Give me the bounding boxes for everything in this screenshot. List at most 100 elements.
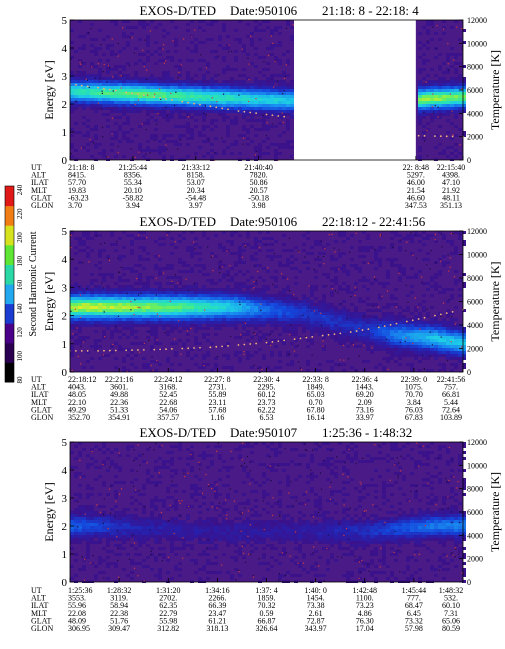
spectrogram-cell: [74, 457, 78, 460]
spectrogram-cell: [290, 38, 294, 41]
spectrogram-cell: [178, 514, 182, 517]
noise-speck: [461, 27, 463, 30]
spectrogram-cell: [314, 285, 318, 288]
spectrogram-cell: [418, 354, 422, 357]
spectrogram-cell: [410, 240, 414, 243]
spectrogram-cell: [366, 324, 370, 327]
spectrogram-cell: [250, 32, 254, 35]
spectrogram-cell: [422, 104, 426, 107]
spectrogram-cell: [126, 309, 130, 312]
spectrogram-cell: [218, 294, 222, 297]
spectrogram-cell: [278, 321, 282, 324]
spectrogram-cell: [286, 86, 290, 89]
spectrogram-cell: [294, 339, 298, 342]
spectrogram-cell: [154, 306, 158, 309]
spectrogram-cell: [226, 306, 230, 309]
spectrogram-cell: [166, 276, 170, 279]
spectrogram-cell: [246, 23, 250, 26]
spectrogram-cell: [246, 288, 250, 291]
spectrogram-cell: [218, 264, 222, 267]
spectrogram-cell: [214, 137, 218, 140]
spectrogram-cell: [230, 83, 234, 86]
spectrogram-cell: [354, 267, 358, 270]
spectrogram-cell: [86, 360, 90, 363]
spectrogram-cell: [278, 110, 282, 113]
noise-speck: [100, 243, 102, 245]
spectrogram-cell: [258, 264, 262, 267]
colorbar-segment: [5, 284, 14, 305]
spectrogram-cell: [446, 339, 450, 342]
spectrogram-cell: [454, 231, 458, 234]
spectrogram-cell: [250, 38, 254, 41]
spectrogram-cell: [182, 285, 186, 288]
spectrogram-cell: [238, 285, 242, 288]
spectrogram-cell: [194, 309, 198, 312]
spectrogram-cell: [110, 77, 114, 80]
spectrogram-cell: [202, 535, 206, 538]
spectrogram-cell: [442, 77, 446, 80]
spectrogram-cell: [138, 553, 142, 556]
spectrogram-cell: [358, 321, 362, 324]
spectrogram-cell: [114, 511, 118, 514]
spectrogram-cell: [186, 80, 190, 83]
spectrogram-cell: [170, 309, 174, 312]
spectrogram-cell: [258, 366, 262, 369]
spectrogram-cell: [162, 77, 166, 80]
spectrogram-cell: [458, 234, 462, 237]
spectrogram-cell: [102, 294, 106, 297]
spectrogram-cell: [286, 98, 290, 101]
spectrogram-cell: [214, 80, 218, 83]
spectrogram-cell: [194, 526, 198, 529]
spectrogram-cell: [438, 98, 442, 101]
noise-speck: [254, 154, 257, 156]
spectrogram-cell: [174, 505, 178, 508]
spectrogram-cell: [262, 89, 266, 92]
spectrogram-cell: [170, 86, 174, 89]
spectrogram-cell: [214, 152, 218, 155]
spectrogram-cell: [310, 309, 314, 312]
spectrogram-cell: [266, 315, 270, 318]
spectrogram-cell: [118, 83, 122, 86]
spectrogram-cell: [122, 508, 126, 511]
spectrogram-cell: [102, 532, 106, 535]
spectrogram-cell: [214, 110, 218, 113]
spectrogram-cell: [210, 20, 214, 23]
spectrogram-cell: [374, 255, 378, 258]
spectrogram-cell: [158, 577, 162, 580]
spectrogram-cell: [462, 348, 466, 351]
spectrogram-cell: [402, 351, 406, 354]
spectrogram-cell: [178, 125, 182, 128]
noise-speck: [166, 115, 169, 117]
spectrogram-cell: [410, 363, 414, 366]
spectrogram-cell: [418, 336, 422, 339]
spectrogram-cell: [258, 249, 262, 252]
spectrogram-cell: [154, 80, 158, 83]
spectrogram-cell: [114, 490, 118, 493]
spectrogram-cell: [86, 351, 90, 354]
spectrogram-cell: [286, 363, 290, 366]
spectrogram-cell: [286, 50, 290, 53]
spectrogram-cell: [402, 342, 406, 345]
spectrogram-cell: [434, 240, 438, 243]
noise-speck: [228, 44, 230, 46]
temperature-point: [227, 108, 229, 111]
spectrogram-cell: [130, 306, 134, 309]
y-tick-label: 2: [62, 311, 68, 323]
colorbar-tick-label: 120: [16, 327, 24, 338]
temperature-point: [80, 349, 83, 352]
spectrogram-cell: [82, 288, 86, 291]
spectrogram-cell: [202, 273, 206, 276]
spectrogram-cell: [194, 520, 198, 523]
spectrogram-cell: [462, 336, 466, 339]
spectrogram-cell: [110, 535, 114, 538]
spectrogram-cell: [94, 80, 98, 83]
spectrogram-cell: [226, 324, 230, 327]
spectrogram-cell: [174, 300, 178, 303]
spectrogram-cell: [430, 306, 434, 309]
spectrogram-cell: [182, 541, 186, 544]
spectrogram-cell: [126, 321, 130, 324]
spectrogram-cell: [126, 369, 130, 372]
spectrogram-cell: [90, 92, 94, 95]
spectrogram-cell: [366, 279, 370, 282]
noise-speck: [459, 233, 461, 235]
